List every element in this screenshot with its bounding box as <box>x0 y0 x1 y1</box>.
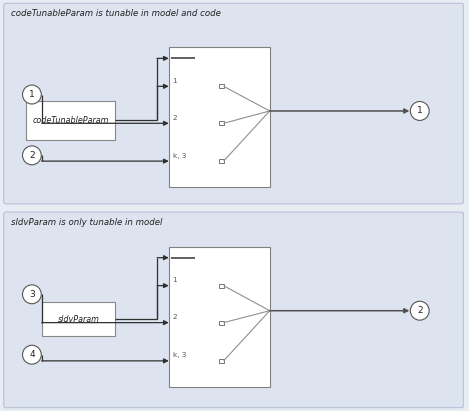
Bar <box>169 47 270 187</box>
Bar <box>26 101 115 140</box>
Text: sldvParam is only tunable in model: sldvParam is only tunable in model <box>11 218 163 227</box>
Text: 3: 3 <box>29 290 35 299</box>
FancyBboxPatch shape <box>4 212 463 408</box>
Text: 2: 2 <box>173 115 177 121</box>
Text: 1: 1 <box>173 78 177 84</box>
Text: codeTunableParam is tunable in model and code: codeTunableParam is tunable in model and… <box>11 9 221 18</box>
Ellipse shape <box>410 102 429 120</box>
Ellipse shape <box>410 301 429 320</box>
Bar <box>219 84 224 88</box>
Text: sldvParam: sldvParam <box>58 315 99 324</box>
Ellipse shape <box>23 285 41 304</box>
Text: k, 3: k, 3 <box>173 152 186 159</box>
Ellipse shape <box>23 345 41 364</box>
Text: 2: 2 <box>29 151 35 160</box>
Text: 2: 2 <box>417 306 423 315</box>
Text: 1: 1 <box>29 90 35 99</box>
Bar <box>219 321 224 325</box>
Bar <box>42 302 115 336</box>
Bar <box>169 247 270 387</box>
Bar <box>219 159 224 163</box>
Text: 4: 4 <box>29 350 35 359</box>
Text: 2: 2 <box>173 314 177 320</box>
Text: k, 3: k, 3 <box>173 352 186 358</box>
Bar <box>219 359 224 363</box>
Bar <box>219 284 224 288</box>
Ellipse shape <box>23 85 41 104</box>
Text: codeTunableParam: codeTunableParam <box>32 116 108 125</box>
Text: 1: 1 <box>173 277 177 283</box>
Bar <box>219 121 224 125</box>
Ellipse shape <box>23 146 41 165</box>
FancyBboxPatch shape <box>4 3 463 204</box>
Text: 1: 1 <box>417 106 423 115</box>
